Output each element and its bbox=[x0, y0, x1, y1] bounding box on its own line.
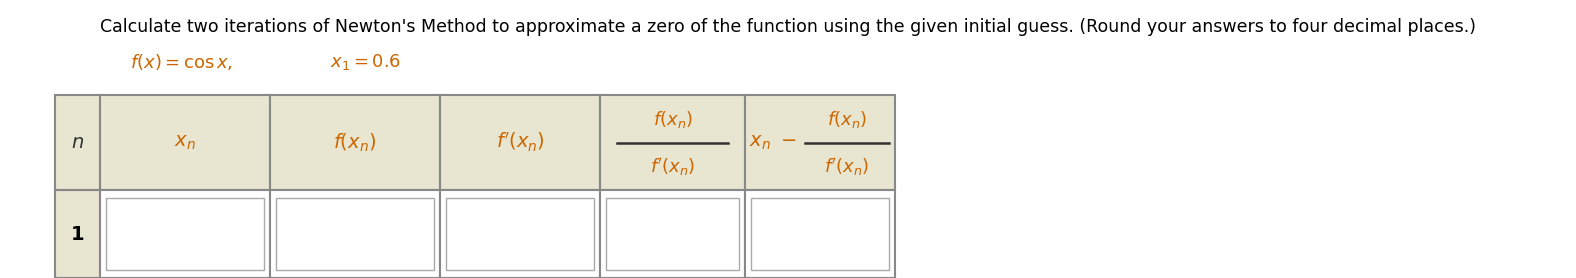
Bar bbox=[446, 198, 594, 270]
Text: $x_n\ -$: $x_n\ -$ bbox=[749, 133, 797, 152]
Text: $f(x_n)$: $f(x_n)$ bbox=[652, 108, 692, 130]
Text: 1: 1 bbox=[71, 225, 84, 244]
Bar bbox=[440, 190, 600, 278]
Bar bbox=[99, 95, 269, 190]
Bar bbox=[55, 95, 99, 190]
Bar bbox=[745, 95, 895, 190]
Bar bbox=[752, 198, 889, 270]
Bar bbox=[745, 190, 895, 278]
Text: $f(x_n)$: $f(x_n)$ bbox=[827, 108, 867, 130]
Text: $n$: $n$ bbox=[71, 133, 84, 152]
Bar bbox=[269, 190, 440, 278]
Bar bbox=[55, 190, 99, 278]
Text: $f'(x_n)$: $f'(x_n)$ bbox=[824, 155, 870, 177]
Text: $f(x_n)$: $f(x_n)$ bbox=[334, 131, 377, 154]
Text: Calculate two iterations of Newton's Method to approximate a zero of the functio: Calculate two iterations of Newton's Met… bbox=[99, 18, 1477, 36]
Text: $x_n$: $x_n$ bbox=[173, 133, 195, 152]
Bar bbox=[276, 198, 433, 270]
Text: $f'(x_n)$: $f'(x_n)$ bbox=[649, 155, 695, 177]
Bar bbox=[600, 190, 745, 278]
Bar bbox=[99, 190, 269, 278]
Bar bbox=[269, 95, 440, 190]
Bar bbox=[440, 95, 600, 190]
Text: $x_1 = 0.6$: $x_1 = 0.6$ bbox=[329, 52, 402, 72]
Bar bbox=[106, 198, 265, 270]
Bar bbox=[607, 198, 739, 270]
Bar bbox=[600, 95, 745, 190]
Text: $f'(x_n)$: $f'(x_n)$ bbox=[495, 131, 544, 154]
Text: $f(x) = \cos x,$: $f(x) = \cos x,$ bbox=[129, 52, 233, 72]
